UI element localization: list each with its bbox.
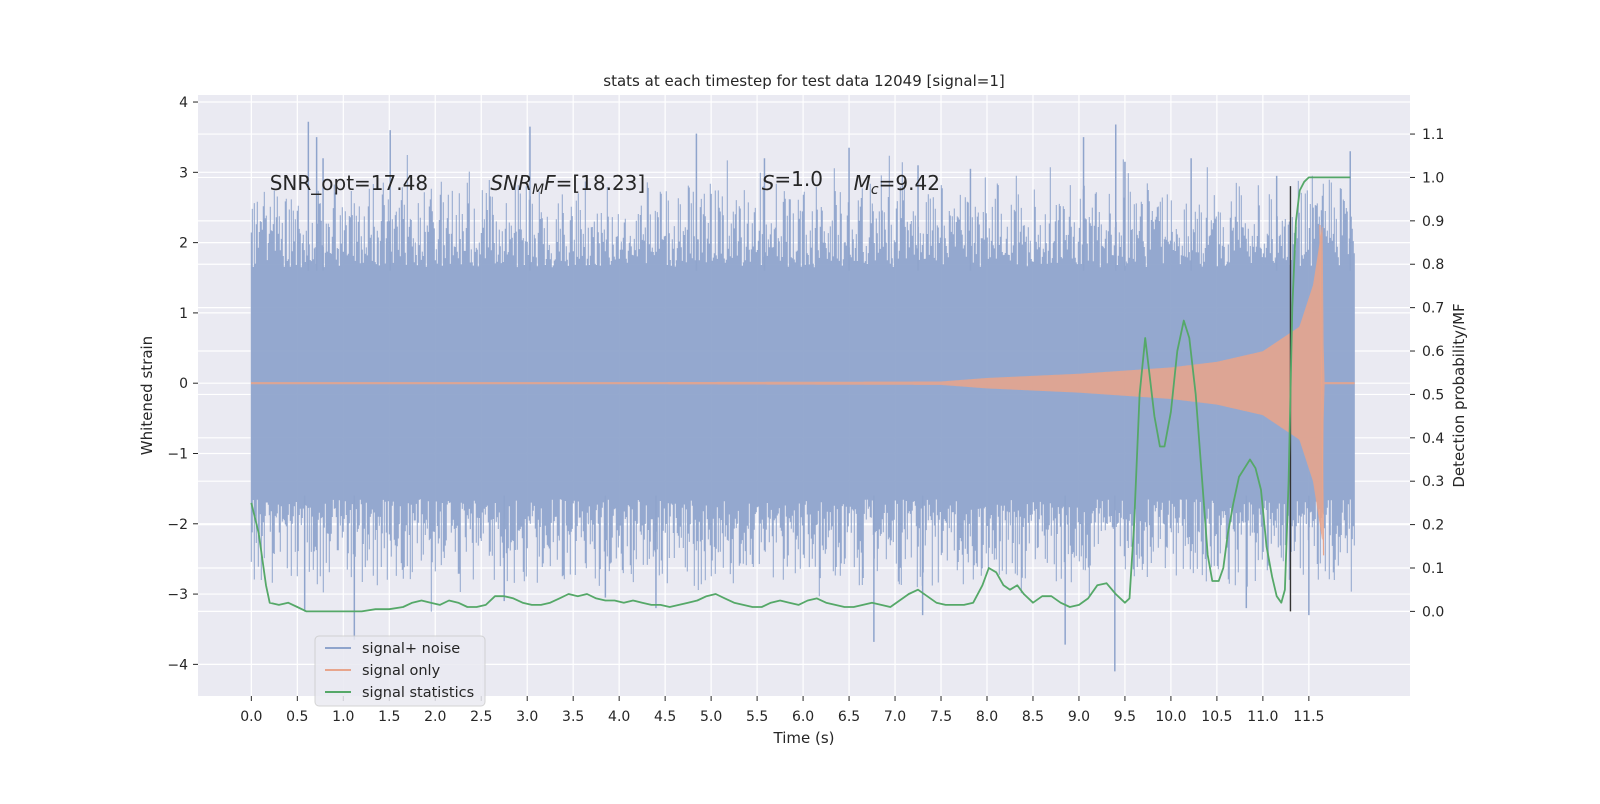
- legend-box: [314, 635, 486, 707]
- y-tick-label: −3: [167, 587, 188, 603]
- y-axis-label: Whitened strain: [138, 336, 156, 455]
- annotation-part: =[18.23]: [556, 171, 646, 195]
- x-tick-label: 5.0: [700, 709, 722, 725]
- x-tick-label: 4.0: [608, 709, 630, 725]
- signal-statistics-series: [250, 176, 1351, 613]
- x-tick-label: 4.5: [654, 709, 676, 725]
- x-tick-label: 10.0: [1155, 709, 1186, 725]
- annotation-part: =1.0: [774, 167, 823, 191]
- annotation-2: S=1.0: [762, 167, 823, 195]
- x-tick-label: 2.5: [470, 709, 492, 725]
- y2-axis-label: Detection probability/MF: [1450, 303, 1468, 487]
- x-tick-label: 0.0: [240, 709, 262, 725]
- x-tick-label: 0.5: [286, 709, 308, 725]
- y-tick-label: −4: [167, 657, 188, 673]
- y-tick-label: −1: [167, 446, 188, 462]
- x-tick-label: 8.5: [1022, 709, 1044, 725]
- x-tick-label: 6.0: [792, 709, 814, 725]
- y2-tick-label: 0.1: [1422, 561, 1444, 577]
- y2-tick-label: 1.1: [1422, 127, 1444, 143]
- y-tick-label: 0: [179, 376, 188, 392]
- y2-tick-label: 0.2: [1422, 518, 1444, 534]
- annotation-1: SNRMF=[18.23]: [490, 171, 645, 198]
- y-tick-label: 2: [179, 236, 188, 252]
- legend-entry-signal-noise: signal+ noise: [362, 641, 460, 657]
- y2-tick-label: 1.0: [1422, 170, 1444, 186]
- annotation-part: c: [871, 182, 879, 198]
- x-tick-label: 3.0: [516, 709, 538, 725]
- x-tick-label: 11.0: [1247, 709, 1278, 725]
- x-tick-label: 6.5: [838, 709, 860, 725]
- x-tick-label: 5.5: [746, 709, 768, 725]
- y2-tick-label: 0.8: [1422, 257, 1444, 273]
- axes-layer: 0.0 0.5 1.0 1.5 2.0 2.5 3.0 3.5 4.0 4.5 5.0 5.5 6.0 6…: [167, 95, 1444, 725]
- annotation-part: F=[18.23]: [544, 171, 645, 195]
- x-tick-label: 10.5: [1201, 709, 1232, 725]
- annotation-part: M: [854, 171, 871, 195]
- x-tick-label: 2.0: [424, 709, 446, 725]
- x-tick-label: 7.0: [884, 709, 906, 725]
- signal-noise-spikes: [303, 121, 1351, 672]
- signal-only-series: [251, 226, 1355, 540]
- y2-tick-label: 0.0: [1422, 604, 1444, 620]
- annotation-0: SNR_opt=17.48: [270, 171, 428, 195]
- x-tick-label: 9.0: [1068, 709, 1090, 725]
- chart-title: stats at each timestep for test data 120…: [603, 72, 1004, 90]
- y-tick-label: −2: [167, 517, 188, 533]
- y-tick-label: 4: [179, 95, 188, 111]
- y2-tick-label: 0.7: [1422, 301, 1444, 317]
- x-tick-label: 7.5: [930, 709, 952, 725]
- y2-tick-label: 0.5: [1422, 387, 1444, 403]
- x-axis-label: Time (s): [773, 729, 835, 747]
- y-tick-label: 1: [179, 306, 188, 322]
- y2-tick-label: 0.6: [1422, 344, 1444, 360]
- x-tick-label: 1.0: [332, 709, 354, 725]
- annotation-part: SNR: [490, 171, 532, 195]
- annotation-part: S: [762, 171, 775, 195]
- annotation-part: M: [532, 182, 544, 198]
- y2-tick-label: 0.9: [1422, 214, 1444, 230]
- legend-entry-signal-only: signal only: [362, 663, 441, 679]
- y-tick-label: 3: [179, 165, 188, 181]
- annotations: SNR_opt=17.48 SNRMF=[18.23] S=1.0 Mc=9.42: [270, 167, 940, 198]
- y2-tick-label: 0.3: [1422, 474, 1444, 490]
- x-tick-label: 3.5: [562, 709, 584, 725]
- legend-entry-signal-statistics: signal statistics: [362, 685, 474, 701]
- annotation-part: =9.42: [879, 171, 940, 195]
- y2-tick-label: 0.4: [1422, 431, 1444, 447]
- legend: signal+ noise signal only signal statist…: [314, 635, 486, 707]
- annotation-part: F: [544, 171, 556, 195]
- annotation-3: Mc=9.42: [854, 171, 940, 198]
- x-tick-label: 1.5: [378, 709, 400, 725]
- x-tick-label: 11.5: [1293, 709, 1324, 725]
- x-tick-label: 8.0: [976, 709, 998, 725]
- x-tick-label: 9.5: [1114, 709, 1136, 725]
- signal-only-merger-line: [1319, 225, 1325, 556]
- series-layer: [250, 121, 1355, 672]
